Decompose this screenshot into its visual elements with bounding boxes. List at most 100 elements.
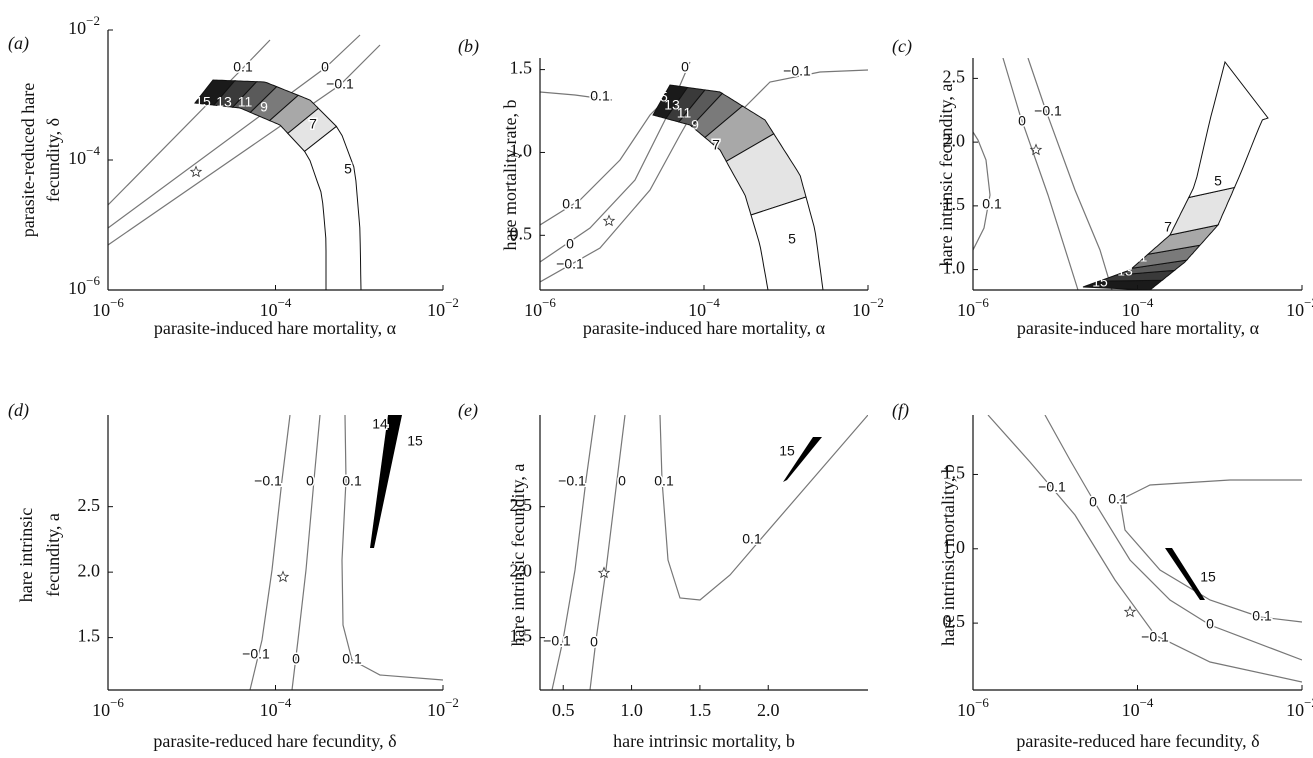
panel-label: (c): [892, 36, 912, 57]
plot-area: [540, 61, 868, 290]
contour-label: 5: [344, 161, 352, 177]
contour-line: [659, 415, 868, 601]
x-tick-label: 2.0: [757, 700, 780, 720]
x-tick-label: 10−6: [957, 695, 989, 720]
contour-region: [1165, 548, 1205, 600]
x-tick-label: 10−4: [260, 295, 292, 320]
contour-line: [341, 415, 443, 681]
contour-label: 15: [779, 443, 795, 459]
x-tick-label: 0.5: [552, 700, 575, 720]
panel: 0.1 0−0.1 15 13 11 9 7 5 10−6 10−4 10−2 10−6 10−4 10−…: [8, 13, 459, 338]
contour-label: 0: [1089, 494, 1097, 510]
y-tick-label: 2.5: [943, 67, 966, 87]
y-tick-label: 2.5: [510, 495, 533, 515]
contour-label: 11: [677, 105, 692, 121]
contour-label: 9: [260, 99, 268, 115]
contour-line: [973, 131, 991, 251]
contour-label: 5: [1214, 173, 1222, 189]
contour-label: −0.1: [254, 473, 282, 489]
x-axis-label: parasite-reduced hare fecundity, δ: [153, 731, 396, 751]
x-tick-label: 10−2: [427, 295, 459, 320]
contour-label: 0: [618, 473, 626, 489]
x-axis-label: parasite-reduced hare fecundity, δ: [1016, 731, 1259, 751]
y-tick-label: 10−2: [68, 13, 100, 38]
panel-label: (f): [892, 400, 909, 421]
x-tick-label: 10−4: [688, 295, 720, 320]
plot-area: [973, 58, 1269, 290]
plot-area: [108, 34, 381, 290]
band-region: [750, 196, 824, 290]
contour-line: [1002, 58, 1079, 290]
contour-line: [108, 34, 361, 229]
y-axis-label: hare intrinsic fecundity, a: [508, 464, 528, 647]
contour-label: 13: [216, 94, 232, 110]
contour-label: −0.1: [558, 473, 586, 489]
panel-label: (b): [458, 36, 479, 57]
x-tick-label: 10−6: [524, 295, 556, 320]
contour-label: 0.1: [590, 88, 610, 104]
contour-label: 15: [195, 94, 211, 110]
contour-label: 0.1: [342, 473, 362, 489]
x-axis-label: parasite-induced hare mortality, α: [583, 318, 826, 338]
contour-label: 0: [681, 59, 689, 75]
contour-label: 13: [664, 97, 680, 113]
contour-label: 15: [1092, 274, 1108, 290]
x-tick-label: 10−6: [957, 295, 989, 320]
x-tick-label: 10−4: [1122, 295, 1154, 320]
plot-area: [551, 415, 868, 690]
plot-area: [987, 415, 1302, 683]
contour-label: 15: [1200, 569, 1216, 585]
plot-area: [249, 415, 443, 690]
y-tick-label: 10−6: [68, 273, 100, 298]
x-tick-label: 1.0: [620, 700, 643, 720]
contour-line: [551, 415, 596, 690]
y-tick-label: 2.5: [78, 495, 101, 515]
contour-region: [783, 437, 822, 482]
contour-label: −0.1: [1034, 103, 1062, 119]
contour-line: [1119, 479, 1302, 623]
panel: −0.1 0 0.1 14 15 −0.1 0 0.1 10−6 10−4 10−2 1.5 2.0 2.…: [8, 400, 459, 751]
contour-label: 13: [1117, 263, 1133, 279]
y-axis-label: fecundity, δ: [43, 118, 63, 202]
contour-label: −0.1: [1141, 629, 1169, 645]
y-axis-label: parasite-reduced hare: [18, 83, 38, 237]
contour-label: 9: [691, 117, 699, 133]
x-tick-label: 10−6: [92, 295, 124, 320]
contour-line: [540, 91, 613, 101]
panel: 15 −0.1 0 0.1 0.1 −0.1 0 0.5 1.0 1.5 2.0 1.5 2.0 2.5 (…: [458, 400, 868, 751]
contour-label: 0.1: [342, 651, 362, 667]
contour-label: 7: [712, 137, 720, 153]
contour-line: [1027, 58, 1113, 290]
panel-label: (d): [8, 400, 29, 421]
contour-label: 0.1: [654, 473, 674, 489]
y-tick-label: 1.5: [78, 626, 101, 646]
contour-label: 0.1: [742, 531, 762, 547]
x-tick-label: 10−2: [852, 295, 884, 320]
contour-label: 11: [1133, 249, 1148, 265]
contour-label: 0: [1018, 113, 1026, 129]
contour-label: 15: [652, 89, 668, 105]
panel-label: (a): [8, 33, 29, 54]
contour-label: 5: [788, 231, 796, 247]
x-axis-label: parasite-induced hare mortality, α: [154, 318, 397, 338]
x-tick-label: 10−6: [92, 695, 124, 720]
contour-label: 7: [1164, 219, 1172, 235]
y-tick-label: 10−4: [68, 143, 100, 168]
contour-line: [108, 44, 381, 246]
x-tick-label: 10−2: [427, 695, 459, 720]
contour-label: 14: [372, 416, 388, 432]
contour-line: [739, 69, 868, 113]
contour-line: [1044, 415, 1302, 661]
y-axis-label: fecundity, a: [43, 513, 63, 597]
contour-label: −0.1: [242, 646, 270, 662]
x-tick-label: 10−4: [260, 695, 292, 720]
y-axis-label: hare intrinsic mortality, b: [938, 464, 958, 646]
y-tick-label: 1.0: [943, 537, 966, 557]
x-axis-label: parasite-induced hare mortality, α: [1017, 318, 1260, 338]
contour-line: [108, 39, 271, 206]
contour-label: 15: [407, 433, 423, 449]
y-tick-label: 2.0: [510, 560, 533, 580]
